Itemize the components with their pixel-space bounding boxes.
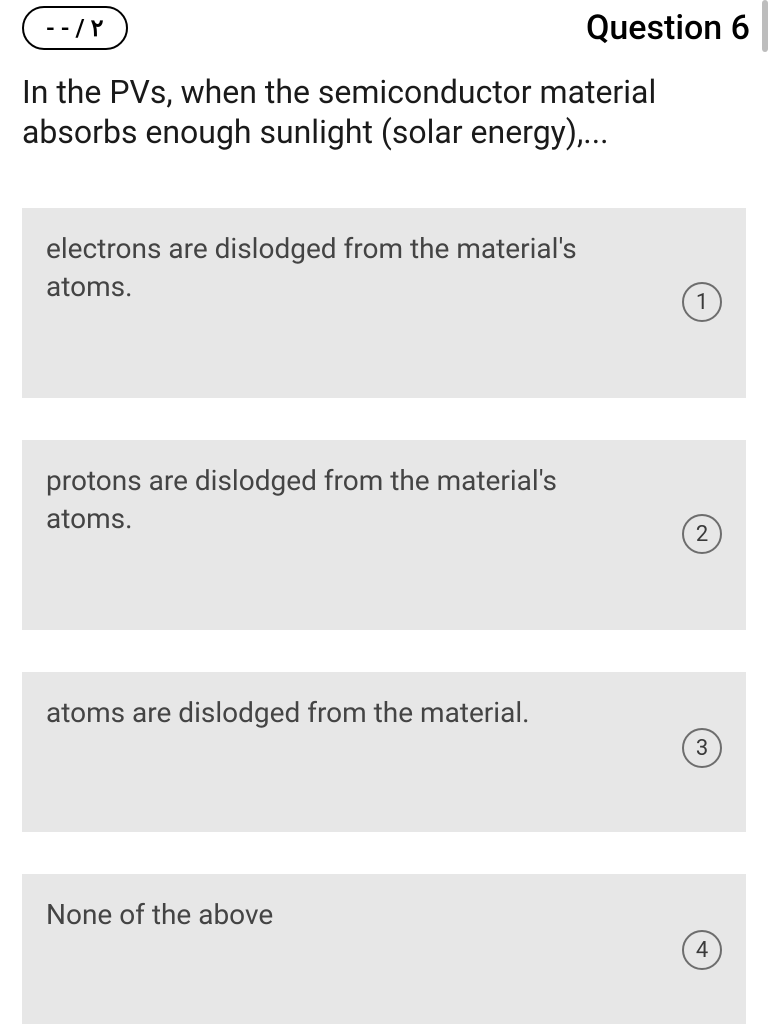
- option-badge: 4: [682, 930, 722, 970]
- scrollbar-thumb[interactable]: [762, 0, 768, 52]
- quiz-page: - - / ٢ Question 6 In the PVs, when the …: [0, 0, 768, 1024]
- option-3[interactable]: atoms are dislodged from the material. 3: [22, 672, 746, 832]
- option-2[interactable]: protons are dislodged from the material'…: [22, 440, 746, 630]
- options-list: electrons are dislodged from the materia…: [22, 208, 746, 1024]
- header-row: - - / ٢ Question 6: [22, 6, 750, 50]
- option-1[interactable]: electrons are dislodged from the materia…: [22, 208, 746, 398]
- option-text: None of the above: [46, 896, 606, 934]
- question-prompt: In the PVs, when the semiconductor mater…: [22, 72, 742, 152]
- option-text: electrons are dislodged from the materia…: [46, 230, 606, 306]
- option-text: atoms are dislodged from the material.: [46, 694, 606, 732]
- option-4[interactable]: None of the above 4: [22, 874, 746, 1024]
- scrollbar-rail: [762, 0, 768, 1024]
- option-badge: 2: [682, 514, 722, 554]
- option-text: protons are dislodged from the material'…: [46, 462, 606, 538]
- option-badge: 1: [682, 282, 722, 322]
- score-pill: - - / ٢: [22, 6, 128, 50]
- option-badge: 3: [682, 728, 722, 768]
- question-number: Question 6: [586, 8, 750, 48]
